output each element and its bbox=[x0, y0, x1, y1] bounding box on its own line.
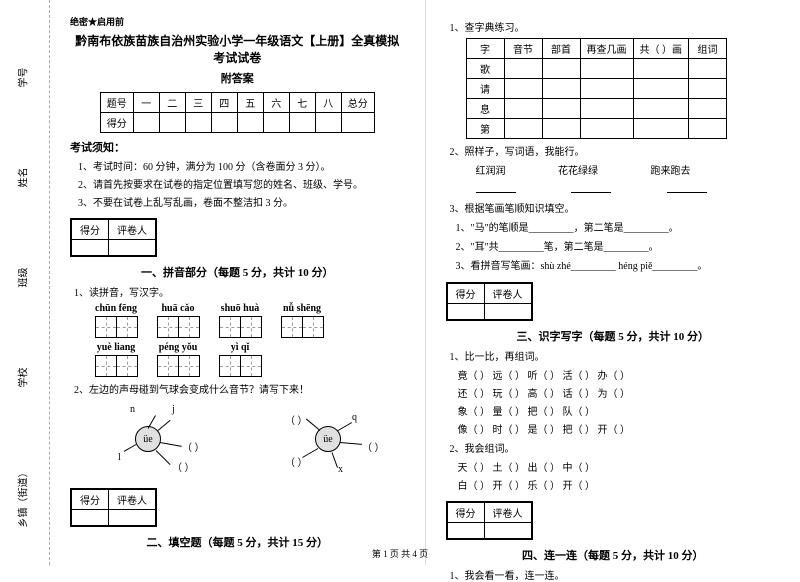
confidential-label: 绝密★启用前 bbox=[70, 15, 405, 28]
letter-j: j bbox=[172, 404, 175, 415]
letter-x: x bbox=[338, 464, 343, 475]
spine-lbl: 姓名 bbox=[15, 148, 30, 208]
dictionary-table: 字音节部首再查几画共（ ）画组词 歌请息第 bbox=[466, 38, 728, 139]
q1-prompt: 1、读拼音，写汉字。 bbox=[74, 284, 405, 299]
section-3-title: 三、识字写字（每题 5 分，共计 10 分） bbox=[446, 328, 781, 344]
rq3-item: 2、"耳"共_________笔，第二笔是_________。 bbox=[456, 238, 781, 253]
q2-prompt: 2、左边的声母碰到气球会变成什么音节？请写下来！ bbox=[74, 381, 405, 396]
rq3-item: 3、看拼音写笔画：shù zhé_________ héng piě______… bbox=[456, 257, 781, 272]
balloon-2: üe q x （ ） （ ） （ ） bbox=[290, 404, 390, 474]
notice-item: 3、不要在试卷上乱写乱画，卷面不整洁扣 3 分。 bbox=[78, 194, 405, 209]
grader-label: 评卷人 bbox=[109, 220, 156, 240]
compare-prompt: 1、比一比，再组词。 bbox=[450, 348, 781, 363]
spine-lbl: 乡镇（街道） bbox=[15, 468, 30, 528]
letter-l: l bbox=[118, 452, 121, 463]
score-box: 得分评卷人 bbox=[446, 282, 533, 321]
balloon-1: üe n j l （ ） （ ） bbox=[110, 404, 210, 474]
binding-spine: 乡镇（街道） 学校 班级 姓名 学号 bbox=[0, 0, 50, 565]
rq3-prompt: 3、根据笔画笔顺知识填空。 bbox=[450, 200, 781, 215]
notice-item: 2、请首先按要求在试卷的指定位置填写您的姓名、班级、学号。 bbox=[78, 176, 405, 191]
exam-title: 黔南布依族苗族自治州实验小学一年级语文【上册】全真模拟考试试卷 bbox=[70, 32, 405, 66]
score-label: 得分 bbox=[72, 220, 109, 240]
spine-lbl: 班级 bbox=[15, 248, 30, 308]
group-prompt: 2、我会组词。 bbox=[450, 440, 781, 455]
score-box: 得分评卷人 bbox=[70, 488, 157, 527]
left-column: 绝密★启用前 黔南布依族苗族自治州实验小学一年级语文【上册】全真模拟考试试卷 附… bbox=[50, 0, 426, 565]
spine-lbl: 学校 bbox=[15, 348, 30, 408]
connect-prompt: 1、我会看一看，连一连。 bbox=[450, 567, 781, 582]
letter-n: n bbox=[130, 404, 135, 415]
blank-row bbox=[456, 181, 781, 196]
rq2-prompt: 2、照样子，写词语，我能行。 bbox=[450, 143, 781, 158]
right-column: 1、查字典练习。 字音节部首再查几画共（ ）画组词 歌请息第 2、照样子，写词语… bbox=[426, 0, 800, 565]
section-1-title: 一、拼音部分（每题 5 分，共计 10 分） bbox=[70, 264, 405, 280]
page-footer: 第 1 页 共 4 页 bbox=[0, 547, 800, 560]
score-header-table: 题号一二三四五六七八总分 得分 bbox=[100, 92, 375, 133]
exam-subtitle: 附答案 bbox=[70, 70, 405, 86]
score-box: 得分评卷人 bbox=[446, 501, 533, 540]
notice-title: 考试须知： bbox=[70, 139, 405, 155]
balloon-row: üe n j l （ ） （ ） üe q x （ ） （ ） （ ） bbox=[110, 404, 405, 474]
rq3-item: 1、"马"的笔顺是_________，第二笔是_________。 bbox=[456, 219, 781, 234]
rq1-prompt: 1、查字典练习。 bbox=[450, 19, 781, 34]
notice-item: 1、考试时间：60 分钟，满分为 100 分（含卷面分 3 分）。 bbox=[78, 158, 405, 173]
spine-lbl: 学号 bbox=[15, 48, 30, 108]
score-box: 得分评卷人 bbox=[70, 218, 157, 257]
letter-q: q bbox=[352, 412, 357, 423]
example-row: 红润润 花花绿绿 跑来跑去 bbox=[456, 162, 781, 177]
